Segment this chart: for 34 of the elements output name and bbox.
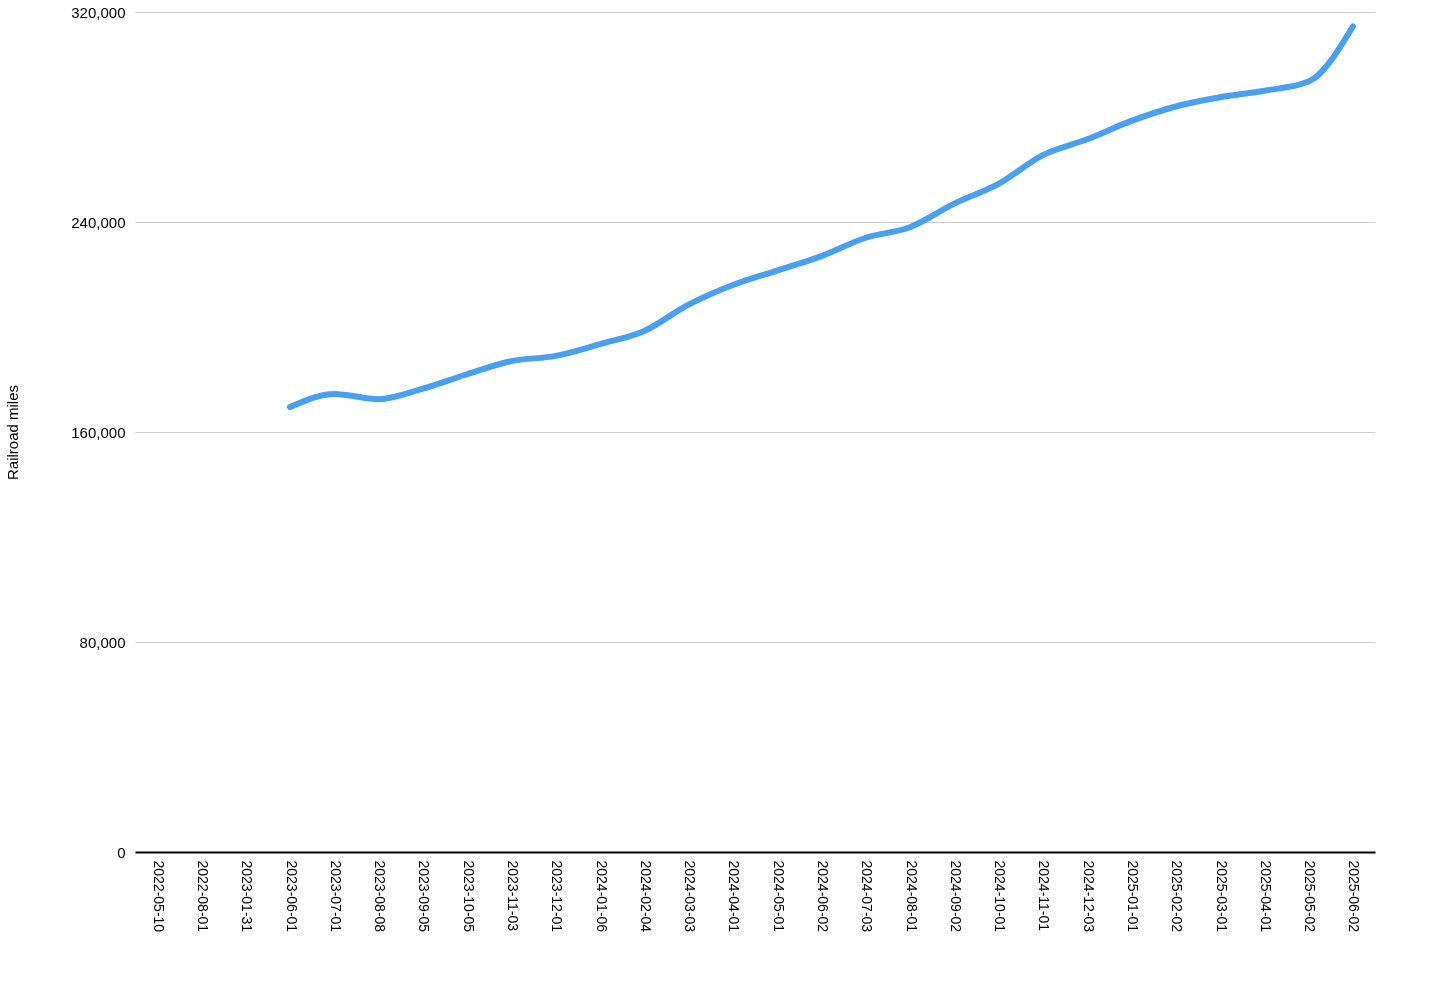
x-tick-label: 2025-06-02 xyxy=(1346,860,1363,933)
x-tick-label: 2024-06-02 xyxy=(814,860,831,933)
x-tick-label: 2023-10-05 xyxy=(460,860,477,933)
x-tick-label: 2023-07-01 xyxy=(327,860,344,933)
y-tick-label: 160,000 xyxy=(71,423,126,441)
x-tick-label: 2024-03-03 xyxy=(682,860,699,933)
x-tick-label: 2024-04-01 xyxy=(726,860,743,933)
x-tick-label: 2024-08-01 xyxy=(903,860,920,933)
x-tick-label: 2023-09-05 xyxy=(416,860,433,933)
x-tick-label: 2024-05-01 xyxy=(770,860,787,933)
x-tick-label: 2024-12-03 xyxy=(1080,860,1097,933)
x-tick-label: 2022-05-10 xyxy=(150,860,167,933)
x-tick-label: 2025-01-01 xyxy=(1124,860,1141,933)
x-tick-label: 2024-10-01 xyxy=(992,860,1009,933)
y-tick-label: 80,000 xyxy=(79,633,126,651)
x-tick-label: 2025-04-01 xyxy=(1257,860,1274,933)
y-tick-label: 320,000 xyxy=(71,3,126,21)
x-tick-label: 2023-08-08 xyxy=(372,860,389,933)
y-tick-label: 240,000 xyxy=(71,213,126,231)
x-tick-label: 2024-11-01 xyxy=(1036,860,1053,932)
x-tick-label: 2023-06-01 xyxy=(283,860,300,933)
x-tick-label: 2025-05-02 xyxy=(1302,860,1319,933)
x-tick-label: 2022-08-01 xyxy=(194,860,211,933)
y-tick-label: 0 xyxy=(117,843,126,861)
x-tick-label: 2024-02-04 xyxy=(637,860,654,933)
y-axis-title: Railroad miles xyxy=(4,384,22,481)
x-tick-label: 2024-09-02 xyxy=(947,860,964,933)
x-tick-label: 2024-07-03 xyxy=(859,860,876,933)
x-tick-label: 2024-01-06 xyxy=(593,860,610,933)
x-tick-label: 2023-11-03 xyxy=(504,860,521,932)
x-tick-label: 2025-03-01 xyxy=(1213,860,1230,933)
x-tick-label: 2023-12-01 xyxy=(549,860,566,933)
x-tick-label: 2025-02-02 xyxy=(1169,860,1186,933)
x-tick-label: 2023-01-31 xyxy=(239,860,256,933)
